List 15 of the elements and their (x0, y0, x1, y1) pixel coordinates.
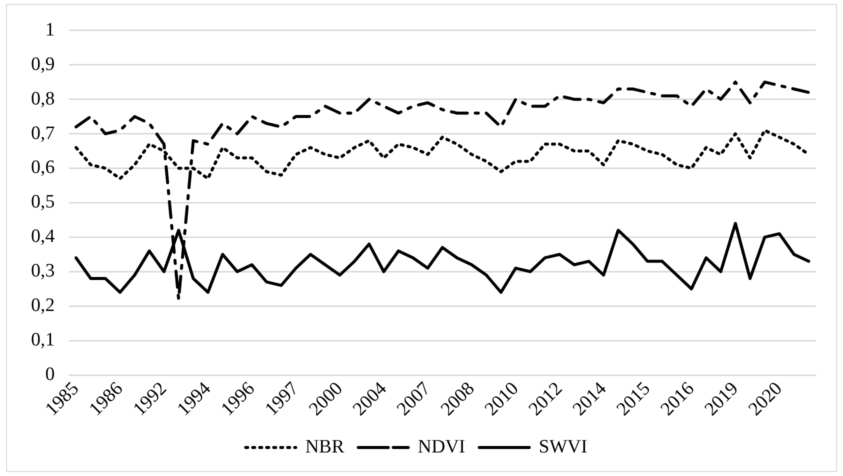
y-tick-label: 0,7 (31, 122, 55, 144)
y-tick-label: 0,1 (31, 330, 55, 351)
y-tick-label: 0 (45, 364, 55, 385)
y-tick-label: 0,9 (31, 54, 55, 75)
y-tick-label: 0,3 (31, 260, 55, 282)
y-tick-label: 0,8 (31, 88, 55, 110)
y-tick-label: 1 (45, 19, 55, 40)
y-tick-label: 0,4 (31, 226, 56, 248)
y-tick-label: 0,5 (31, 192, 55, 213)
y-tick-label: 0,6 (31, 157, 55, 178)
legend-label: NDVI (418, 436, 466, 458)
legend-label: SWVI (538, 436, 588, 458)
line-series (74, 80, 810, 301)
legend-label: NBR (305, 436, 345, 458)
y-tick-label: 0,2 (31, 295, 55, 316)
